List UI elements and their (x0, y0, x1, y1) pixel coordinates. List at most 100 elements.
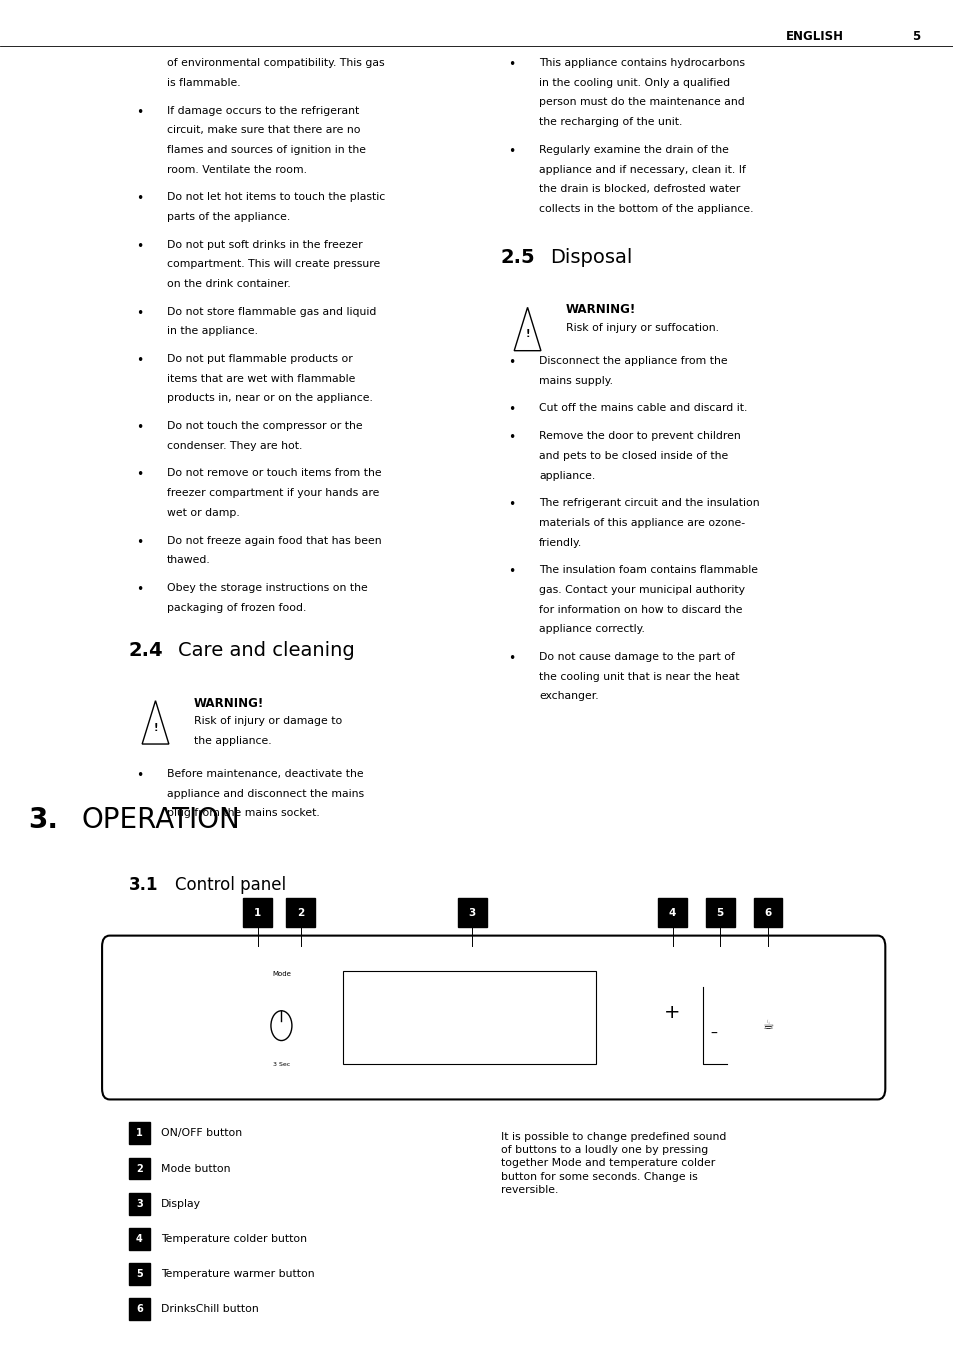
Text: Mode button: Mode button (161, 1163, 231, 1174)
FancyBboxPatch shape (102, 936, 884, 1099)
Text: •: • (136, 355, 144, 367)
Text: Risk of injury or suffocation.: Risk of injury or suffocation. (565, 324, 718, 333)
Text: Do not cause damage to the part of: Do not cause damage to the part of (538, 651, 734, 662)
Text: flames and sources of ignition in the: flames and sources of ignition in the (167, 145, 366, 154)
Text: OPERATION: OPERATION (81, 806, 239, 834)
Text: 3 Sec: 3 Sec (273, 1062, 290, 1067)
Text: appliance correctly.: appliance correctly. (538, 624, 644, 634)
Text: Do not store flammable gas and liquid: Do not store flammable gas and liquid (167, 306, 375, 317)
Text: thawed.: thawed. (167, 555, 211, 565)
Text: materials of this appliance are ozone-: materials of this appliance are ozone- (538, 519, 744, 528)
Text: 3.: 3. (29, 806, 58, 834)
Text: •: • (508, 498, 516, 512)
Bar (129, 1263, 150, 1285)
Text: Do not freeze again food that has been: Do not freeze again food that has been (167, 535, 381, 546)
Text: •: • (508, 566, 516, 578)
Text: 4: 4 (668, 907, 676, 918)
Text: 6: 6 (135, 1304, 143, 1315)
Text: 2: 2 (296, 907, 304, 918)
Text: on the drink container.: on the drink container. (167, 279, 291, 288)
Text: compartment. This will create pressure: compartment. This will create pressure (167, 259, 380, 269)
Text: ☕: ☕ (761, 1020, 773, 1032)
Bar (243, 898, 272, 927)
Bar (658, 898, 686, 927)
Text: 6: 6 (763, 907, 771, 918)
Text: !: ! (525, 329, 529, 340)
Text: The refrigerant circuit and the insulation: The refrigerant circuit and the insulati… (538, 498, 759, 508)
Text: Mode: Mode (272, 971, 291, 976)
Text: 3: 3 (468, 907, 476, 918)
Text: plug from the mains socket.: plug from the mains socket. (167, 808, 319, 818)
Text: the drain is blocked, defrosted water: the drain is blocked, defrosted water (538, 184, 740, 194)
Text: exchanger.: exchanger. (538, 692, 598, 701)
Text: •: • (136, 106, 144, 119)
Text: •: • (508, 145, 516, 158)
Text: WARNING!: WARNING! (193, 697, 264, 709)
Text: Cut off the mains cable and discard it.: Cut off the mains cable and discard it. (538, 403, 746, 413)
Text: 5: 5 (135, 1269, 143, 1280)
Text: of environmental compatibility. This gas: of environmental compatibility. This gas (167, 58, 384, 68)
Text: parts of the appliance.: parts of the appliance. (167, 211, 290, 222)
Text: circuit, make sure that there are no: circuit, make sure that there are no (167, 126, 360, 135)
Bar (129, 1122, 150, 1144)
Bar (129, 1193, 150, 1215)
Text: for information on how to discard the: for information on how to discard the (538, 605, 741, 615)
Text: Control panel: Control panel (174, 876, 285, 894)
Text: Disconnect the appliance from the: Disconnect the appliance from the (538, 356, 727, 366)
Text: •: • (136, 468, 144, 482)
Text: the recharging of the unit.: the recharging of the unit. (538, 118, 681, 127)
Text: Remove the door to prevent children: Remove the door to prevent children (538, 431, 740, 441)
Text: •: • (508, 403, 516, 417)
Text: Risk of injury or damage to: Risk of injury or damage to (193, 716, 341, 726)
Text: Do not put flammable products or: Do not put flammable products or (167, 355, 353, 364)
Text: The insulation foam contains flammable: The insulation foam contains flammable (538, 566, 758, 575)
Text: 2: 2 (135, 1163, 143, 1174)
Text: Do not remove or touch items from the: Do not remove or touch items from the (167, 468, 381, 478)
Text: •: • (136, 306, 144, 320)
Text: wet or damp.: wet or damp. (167, 508, 239, 517)
Text: Do not touch the compressor or the: Do not touch the compressor or the (167, 421, 362, 431)
Text: 3.1: 3.1 (129, 876, 158, 894)
Text: condenser. They are hot.: condenser. They are hot. (167, 441, 302, 451)
Text: Regularly examine the drain of the: Regularly examine the drain of the (538, 145, 728, 154)
Text: products in, near or on the appliance.: products in, near or on the appliance. (167, 393, 373, 403)
Text: appliance and disconnect the mains: appliance and disconnect the mains (167, 788, 364, 799)
Text: person must do the maintenance and: person must do the maintenance and (538, 97, 744, 107)
Bar (286, 898, 314, 927)
Bar (753, 898, 781, 927)
Text: 1: 1 (253, 907, 261, 918)
Text: the cooling unit that is near the heat: the cooling unit that is near the heat (538, 672, 739, 681)
Text: 1: 1 (135, 1128, 143, 1139)
Text: friendly.: friendly. (538, 538, 581, 547)
Text: –: – (709, 1026, 717, 1041)
Bar (129, 1228, 150, 1250)
Text: •: • (136, 240, 144, 253)
Text: Before maintenance, deactivate the: Before maintenance, deactivate the (167, 769, 363, 779)
Text: 4: 4 (135, 1233, 143, 1244)
Text: in the cooling unit. Only a qualified: in the cooling unit. Only a qualified (538, 77, 729, 88)
Bar (705, 898, 734, 927)
Text: appliance and if necessary, clean it. If: appliance and if necessary, clean it. If (538, 164, 745, 175)
Text: 5: 5 (911, 30, 920, 43)
Text: Disposal: Disposal (550, 248, 632, 267)
Text: WARNING!: WARNING! (565, 303, 636, 317)
Text: 2.5: 2.5 (500, 248, 535, 267)
Text: in the appliance.: in the appliance. (167, 326, 257, 336)
Text: the appliance.: the appliance. (193, 737, 271, 746)
Text: items that are wet with flammable: items that are wet with flammable (167, 374, 355, 383)
Text: Care and cleaning: Care and cleaning (178, 642, 355, 661)
Text: Do not put soft drinks in the freezer: Do not put soft drinks in the freezer (167, 240, 362, 249)
Text: •: • (508, 58, 516, 72)
Text: room. Ventilate the room.: room. Ventilate the room. (167, 164, 307, 175)
Text: DrinksChill button: DrinksChill button (161, 1304, 258, 1315)
Text: Temperature warmer button: Temperature warmer button (161, 1269, 314, 1280)
Text: •: • (136, 769, 144, 783)
Text: Display: Display (161, 1198, 201, 1209)
Bar (343, 971, 596, 1064)
Text: It is possible to change predefined sound
of buttons to a loudly one by pressing: It is possible to change predefined soun… (500, 1132, 725, 1194)
Text: and pets to be closed inside of the: and pets to be closed inside of the (538, 451, 727, 460)
Text: freezer compartment if your hands are: freezer compartment if your hands are (167, 489, 379, 498)
Text: •: • (136, 535, 144, 548)
Text: 3: 3 (135, 1198, 143, 1209)
Text: •: • (508, 356, 516, 370)
